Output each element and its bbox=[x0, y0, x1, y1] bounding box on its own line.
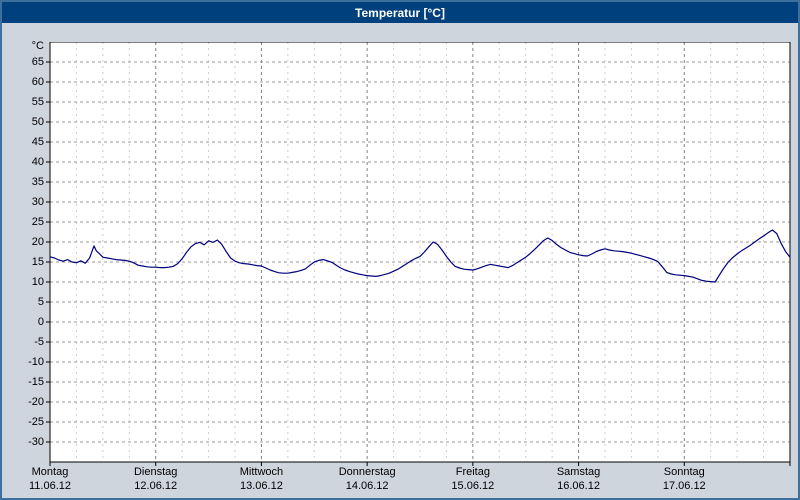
titlebar: Temperatur [°C] bbox=[2, 2, 798, 23]
x-axis-day-label: Freitag bbox=[455, 466, 490, 478]
y-axis-tick-label: 30 bbox=[31, 196, 44, 208]
y-axis-tick-label: 65 bbox=[31, 56, 44, 68]
x-axis-day-label: Dienstag bbox=[133, 466, 178, 478]
window-title: Temperatur [°C] bbox=[355, 5, 445, 20]
plot-border bbox=[49, 42, 791, 463]
y-axis-tick-label: -5 bbox=[34, 336, 44, 348]
x-axis-date-label: 17.06.12 bbox=[662, 480, 706, 492]
x-axis-date-label: 14.06.12 bbox=[345, 480, 389, 492]
y-axis-tick-label: 5 bbox=[37, 296, 44, 308]
y-axis-tick-label: 50 bbox=[31, 116, 44, 128]
temperature-chart bbox=[46, 42, 791, 466]
x-axis-date-label: 13.06.12 bbox=[240, 480, 283, 492]
y-axis-tick-label: 45 bbox=[31, 136, 44, 148]
y-axis-tick-label: -20 bbox=[28, 396, 44, 408]
x-axis-day-label: Montag bbox=[31, 466, 69, 478]
y-axis-tick-label: 60 bbox=[31, 76, 44, 88]
y-axis-tick-label: 20 bbox=[31, 236, 44, 248]
y-axis-tick-label: 15 bbox=[31, 256, 44, 268]
x-axis-day-label: Donnerstag bbox=[338, 466, 396, 478]
y-axis-unit-label: °C bbox=[31, 40, 44, 52]
y-axis-tick-label: 0 bbox=[37, 316, 44, 328]
x-axis-date-label: 11.06.12 bbox=[28, 480, 71, 492]
x-axis-date-label: 12.06.12 bbox=[134, 480, 178, 492]
y-axis-tick-label: -30 bbox=[28, 436, 44, 448]
x-axis-day-label: Mittwoch bbox=[239, 466, 284, 478]
y-axis-tick-label: 55 bbox=[31, 96, 44, 108]
x-axis-date-label: 15.06.12 bbox=[451, 480, 495, 492]
y-axis-tick-label: -25 bbox=[28, 416, 44, 428]
y-axis-tick-label: 25 bbox=[31, 216, 44, 228]
x-axis-date-label: 16.06.12 bbox=[557, 480, 600, 492]
temperature-line bbox=[49, 229, 791, 283]
x-axis-day-label: Samstag bbox=[556, 466, 601, 478]
y-axis-tick-label: 35 bbox=[31, 176, 44, 188]
y-axis-tick-label: -10 bbox=[28, 356, 44, 368]
y-axis-tick-label: 10 bbox=[31, 276, 44, 288]
y-axis-tick-label: -15 bbox=[28, 376, 44, 388]
y-axis-tick-label: 40 bbox=[31, 156, 44, 168]
x-axis-day-label: Sonntag bbox=[663, 466, 705, 478]
